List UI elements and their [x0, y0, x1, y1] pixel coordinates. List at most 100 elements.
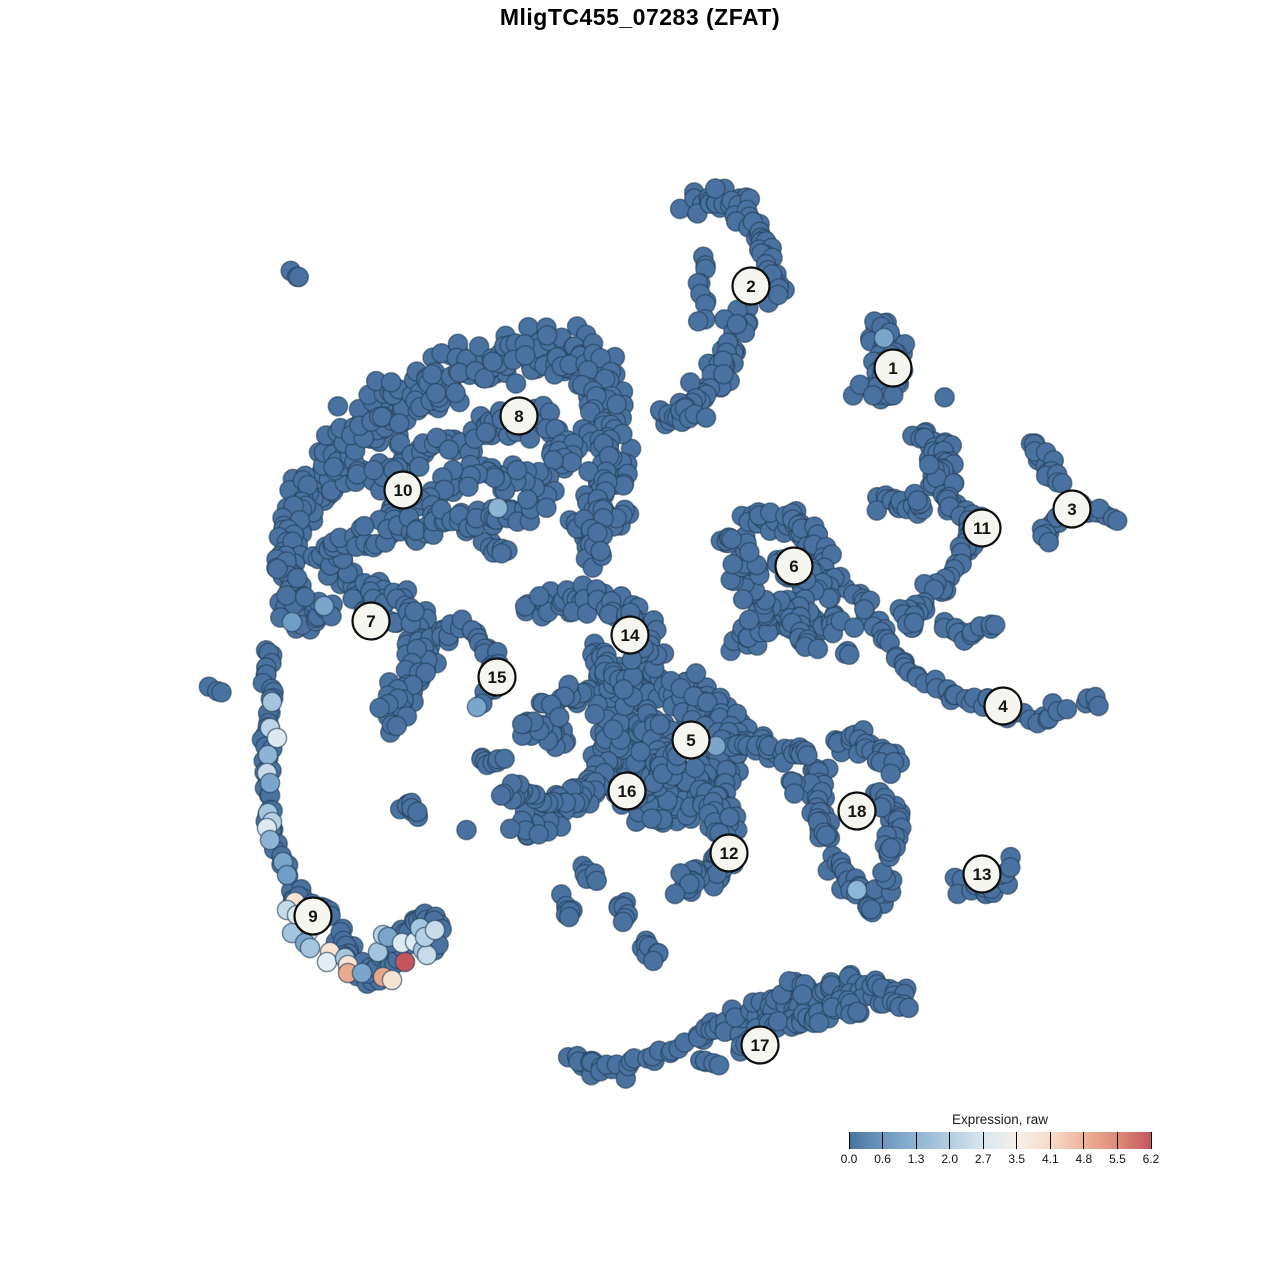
- cell-point: [999, 857, 1021, 878]
- cell-point: [708, 1054, 730, 1076]
- cluster-label-number: 16: [618, 782, 637, 801]
- cell-point: [505, 373, 527, 394]
- legend-tick-mark: [982, 1132, 984, 1149]
- cell-point: [528, 586, 550, 607]
- cell-point: [866, 500, 888, 521]
- cell-point: [388, 413, 410, 434]
- legend-tick-label: 2.0: [941, 1152, 958, 1166]
- cluster-label-number: 11: [973, 519, 991, 538]
- cell-point: [514, 345, 536, 366]
- cell-point: [898, 997, 920, 1019]
- cell-point: [713, 363, 734, 385]
- legend-tick-label: 0.6: [874, 1152, 891, 1166]
- cluster-label-circle: [837, 791, 877, 831]
- cell-point: [294, 586, 316, 608]
- cell-point: [561, 451, 582, 473]
- legend-tick-label: 0.0: [840, 1152, 858, 1166]
- cluster-label-circle: [962, 508, 1002, 548]
- cluster-label-number: 12: [720, 844, 739, 863]
- cell-point: [475, 422, 497, 443]
- expression-points-layer: [256, 327, 895, 991]
- cell-point: [721, 528, 743, 550]
- legend-tick-mark: [1049, 1132, 1051, 1149]
- cell-point: [684, 757, 706, 779]
- cell-point: [695, 407, 717, 428]
- cluster-label-number: 17: [751, 1036, 770, 1055]
- cell-point: [363, 459, 385, 481]
- cluster-label-12: 12: [709, 833, 749, 873]
- cluster-label-circle: [351, 601, 391, 641]
- cell-point: [873, 327, 895, 349]
- cluster-label-circle: [607, 771, 647, 811]
- cell-point: [499, 818, 521, 840]
- cell-point: [316, 951, 338, 973]
- legend-tick-mark: [1116, 1132, 1118, 1149]
- cell-point: [494, 748, 515, 770]
- cell-point: [484, 467, 505, 489]
- cell-point: [838, 644, 860, 666]
- cluster-label-circle: [740, 1025, 780, 1065]
- cell-point: [380, 371, 402, 393]
- cluster-label-10: 10: [383, 470, 423, 510]
- cell-point: [548, 706, 570, 728]
- cell-point: [517, 488, 538, 510]
- legend-tick-mark: [1083, 1132, 1085, 1149]
- cell-point: [528, 823, 550, 845]
- cluster-label-circle: [293, 896, 333, 936]
- cell-point: [847, 1001, 868, 1023]
- cluster-label-3: 3: [1052, 489, 1092, 529]
- cell-point: [907, 490, 928, 511]
- cell-point: [590, 347, 611, 369]
- cluster-label-circle: [983, 686, 1023, 726]
- cluster-label-number: 7: [366, 612, 375, 631]
- cluster-label-circle: [774, 546, 814, 586]
- cell-point: [797, 745, 818, 766]
- cluster-label-circle: [499, 396, 539, 436]
- cell-point: [259, 829, 281, 851]
- cell-point: [491, 542, 512, 564]
- cell-point: [482, 351, 503, 373]
- expression-legend: Expression, raw 0.0 0.6 1.3 2.0 2.7 3.5 4.1 4.8…: [841, 1112, 1160, 1167]
- cell-point: [458, 476, 479, 498]
- cell-point: [257, 744, 279, 766]
- cluster-label-7: 7: [351, 601, 391, 641]
- cluster-label-number: 18: [848, 802, 867, 821]
- cell-point: [882, 384, 904, 406]
- cluster-label-14: 14: [610, 615, 650, 655]
- cell-point: [415, 662, 437, 684]
- cluster-label-17: 17: [740, 1025, 780, 1065]
- cluster-label-number: 15: [488, 668, 507, 687]
- cluster-label-number: 4: [998, 697, 1008, 716]
- cell-point: [536, 325, 558, 346]
- cell-point: [739, 541, 760, 563]
- cell-point: [641, 808, 663, 829]
- cell-point: [1106, 510, 1128, 532]
- cell-point: [903, 612, 925, 633]
- cell-point: [386, 715, 408, 737]
- legend-tick-label: 1.3: [907, 1152, 925, 1166]
- cell-point: [738, 609, 760, 631]
- cell-point: [880, 763, 902, 785]
- cell-point: [598, 603, 620, 625]
- legend-tick-mark: [1016, 1132, 1018, 1149]
- cell-point: [783, 783, 805, 804]
- legend-colorbar: [848, 1132, 1152, 1149]
- legend-tick-label: 5.5: [1109, 1152, 1126, 1166]
- cluster-label-circle: [383, 470, 423, 510]
- cell-point: [558, 906, 580, 928]
- cell-point: [880, 837, 902, 859]
- points-layer: [198, 178, 1128, 1089]
- legend-tick-mark: [949, 1132, 951, 1149]
- legend-tick-labels: 0.0 0.6 1.3 2.0 2.7 3.5 4.1 4.8 5.5 6.2: [841, 1152, 1160, 1167]
- legend-tick-mark: [882, 1132, 884, 1149]
- cell-point: [536, 497, 557, 519]
- cell-point: [514, 595, 536, 617]
- cell-point: [466, 696, 488, 718]
- cluster-label-circle: [477, 657, 517, 697]
- cell-point: [630, 741, 651, 763]
- cluster-label-circle: [731, 266, 771, 306]
- cell-point: [313, 595, 335, 617]
- cell-point: [792, 984, 813, 1005]
